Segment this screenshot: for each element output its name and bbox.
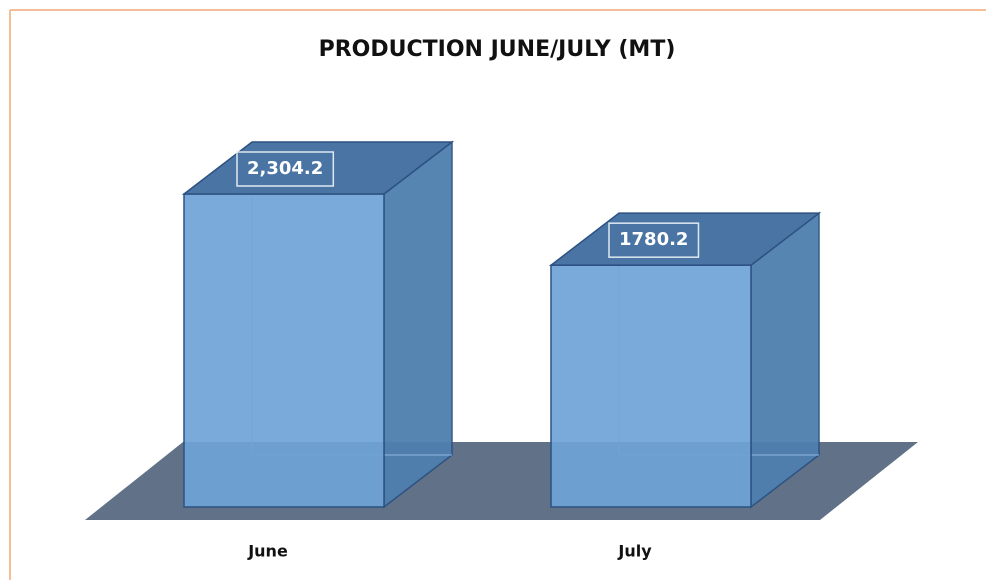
data-label-box [608, 222, 700, 258]
x-tick-label: June [247, 542, 288, 561]
bar-top [181, 141, 455, 195]
x-tick-label: July [617, 542, 652, 561]
bar-top [548, 212, 822, 266]
chart-title: PRODUCTION JUNE/JULY (MT) [319, 37, 676, 62]
bar [183, 193, 385, 508]
data-label: 1780.2 [619, 229, 688, 250]
data-label: 2,304.2 [247, 158, 323, 179]
bar-side [383, 140, 453, 509]
bar [550, 264, 752, 508]
data-label-box [236, 151, 335, 187]
